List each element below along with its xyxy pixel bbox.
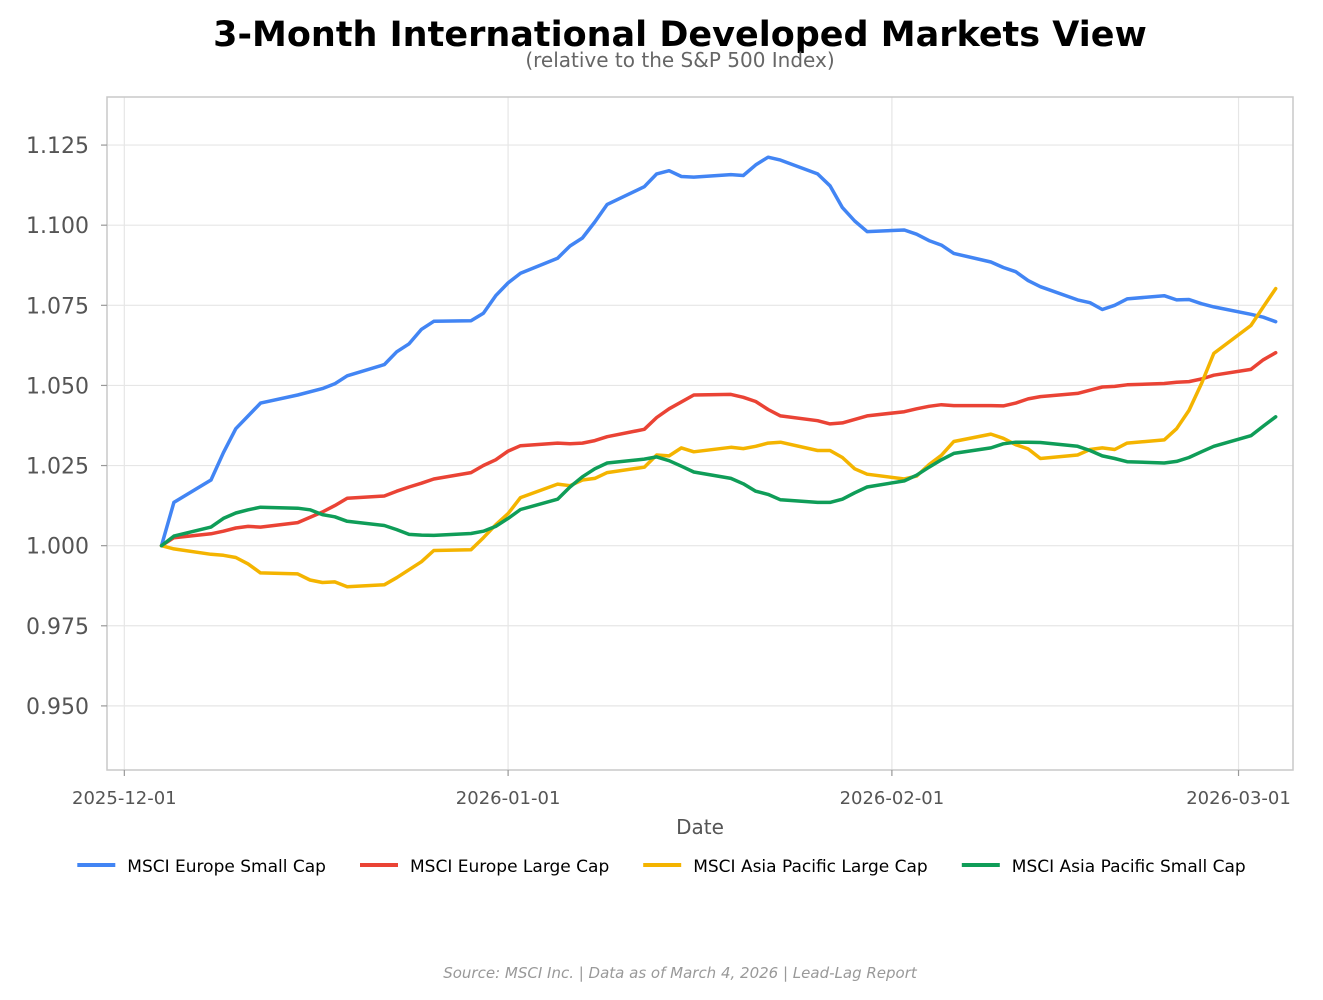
- legend-item: MSCI Asia Pacific Large Cap: [643, 857, 928, 877]
- y-tick-label: 1.000: [26, 535, 89, 560]
- x-axis-label: Date: [676, 815, 724, 839]
- legend-label: MSCI Asia Pacific Large Cap: [693, 857, 928, 877]
- footer-source: Source: MSCI Inc. | Data as of March 4, …: [443, 964, 918, 982]
- legend: MSCI Europe Small Cap MSCI Europe Large C…: [77, 857, 1246, 877]
- y-tick-label: 1.075: [26, 294, 89, 319]
- chart-title: 3-Month International Developed Markets …: [213, 15, 1147, 55]
- x-tick-label: 2025-12-01: [72, 788, 177, 809]
- legend-item: MSCI Asia Pacific Small Cap: [961, 857, 1246, 877]
- y-tick-label: 1.100: [26, 214, 89, 239]
- legend-label: MSCI Europe Large Cap: [410, 857, 609, 877]
- grid: [107, 97, 1293, 770]
- y-tick-label: 1.050: [26, 374, 89, 399]
- x-tick-label: 2026-03-01: [1186, 788, 1291, 809]
- series-line-msci-europe-small-cap: [159, 155, 1278, 548]
- legend-label: MSCI Asia Pacific Small Cap: [1012, 857, 1246, 877]
- y-tick-label: 1.025: [26, 455, 89, 480]
- legend-label: MSCI Europe Small Cap: [127, 857, 326, 877]
- x-tick-label: 2026-01-01: [456, 788, 561, 809]
- axis-ticks: 0.950 0.975 1.000 1.025 1.050 1.075 1.100 1.125…: [26, 134, 1291, 809]
- series-line-msci-asia-pacific-small-cap: [159, 415, 1278, 548]
- series-lines: [159, 155, 1278, 589]
- plot-area: [106, 96, 1294, 771]
- y-tick-label: 0.950: [26, 695, 89, 720]
- y-tick-label: 1.125: [26, 134, 89, 159]
- series-line-msci-europe-large-cap: [159, 350, 1278, 548]
- y-tick-label: 0.975: [26, 615, 89, 640]
- legend-item: MSCI Europe Small Cap: [77, 857, 326, 877]
- x-tick-label: 2026-02-01: [840, 788, 945, 809]
- legend-item: MSCI Europe Large Cap: [360, 857, 609, 877]
- series-line-msci-asia-pacific-large-cap: [159, 286, 1278, 589]
- chart-subtitle: (relative to the S&P 500 Index): [525, 48, 834, 72]
